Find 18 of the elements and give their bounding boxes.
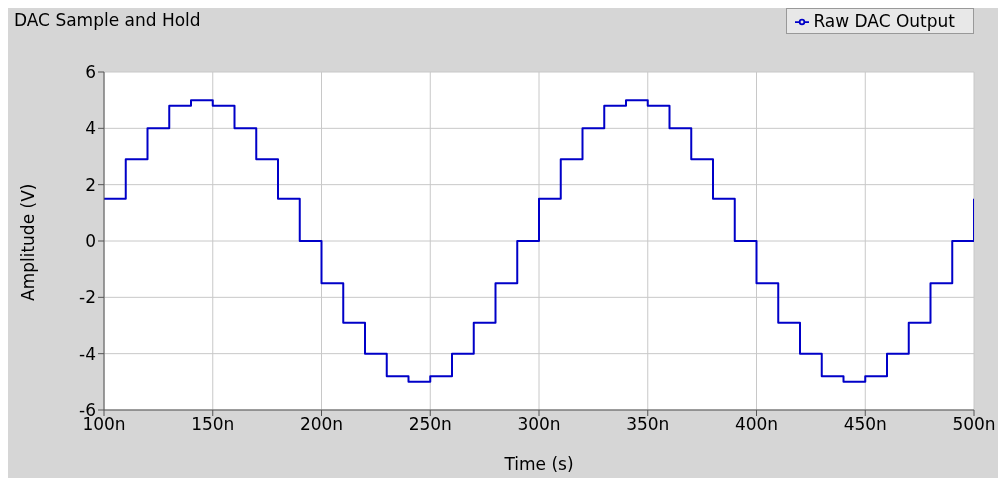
y-tick-label: 0: [85, 231, 96, 252]
x-tick-label: 200n: [299, 414, 344, 435]
x-tick-label: 300n: [517, 414, 561, 435]
y-axis-title: Amplitude (V): [18, 183, 39, 301]
y-tick-label: 4: [85, 118, 96, 139]
legend-label: Raw DAC Output: [813, 11, 955, 31]
x-tick-label: 500n: [952, 414, 996, 435]
x-tick-label: 150n: [191, 414, 235, 435]
x-tick-label: 250n: [408, 414, 452, 435]
y-tick-label: -2: [79, 287, 96, 308]
y-tick-label: 2: [85, 174, 96, 195]
chart-title: DAC Sample and Hold: [14, 10, 201, 30]
y-tick-label: 6: [85, 62, 96, 83]
x-axis-title: Time (s): [503, 454, 574, 474]
x-tick-label: 450n: [843, 414, 887, 435]
x-tick-label: 400n: [734, 414, 779, 435]
y-tick-label: -4: [79, 343, 96, 364]
x-tick-label: 350n: [626, 414, 670, 435]
